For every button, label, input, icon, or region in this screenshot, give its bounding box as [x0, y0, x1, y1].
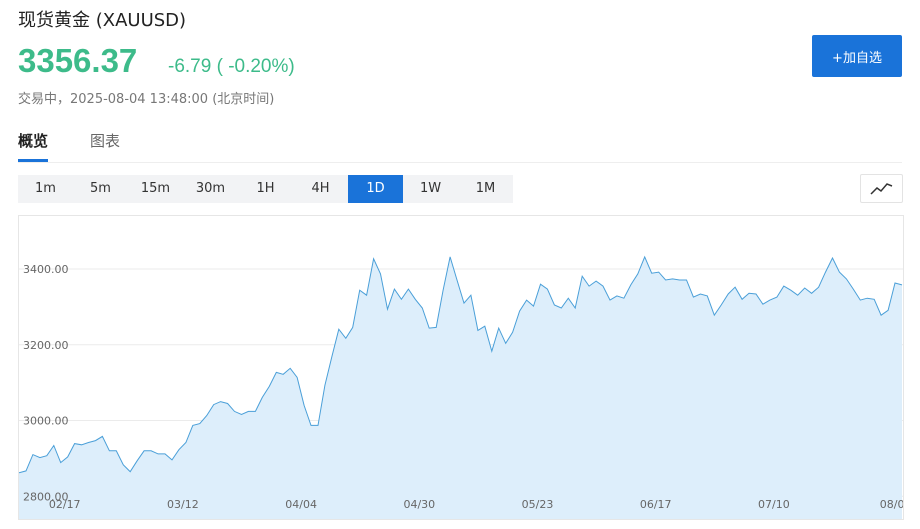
x-tick-label: 04/04 — [285, 498, 317, 511]
range-button[interactable]: 1H — [256, 181, 275, 196]
x-tick-label: 07/10 — [758, 498, 790, 511]
area-fill — [19, 256, 902, 519]
range-button[interactable]: 4H — [311, 181, 330, 196]
range-button[interactable]: 30m — [195, 181, 226, 196]
y-tick-label: 3400.00 — [23, 263, 69, 276]
add-watchlist-button[interactable]: +加自选 — [812, 35, 902, 77]
tab[interactable]: 概览 — [18, 130, 49, 162]
price-line — [19, 255, 903, 474]
range-button[interactable]: 1D — [348, 175, 403, 203]
range-button[interactable]: 1W — [419, 181, 442, 196]
chart-style-icon — [870, 183, 893, 195]
range-button[interactable]: 1M — [475, 181, 496, 196]
price-chart: 2800.00 3000.00 3200.00 3400.00 02/17 03/12 04… — [18, 215, 904, 520]
y-tick-label: 2800.00 — [23, 490, 69, 503]
x-tick-label: 03/12 — [167, 498, 199, 511]
range-selector: 1m 5m 15m 30m 1H 4H 1D 1W 1M — [18, 175, 513, 203]
x-tick-label: 06/17 — [640, 498, 672, 511]
price: 3356.37 — [18, 42, 138, 79]
range-button[interactable]: 1m — [35, 181, 56, 196]
x-tick-label: 05/23 — [522, 498, 554, 511]
range-button[interactable]: 5m — [90, 181, 111, 196]
instrument-title: 现货黄金 (XAUUSD) — [18, 10, 187, 31]
chart-style-button[interactable] — [860, 174, 903, 203]
y-tick-label: 3000.00 — [23, 415, 69, 428]
x-tick-label: 04/30 — [403, 498, 435, 511]
range-button[interactable]: 15m — [140, 181, 171, 196]
trading-status: 交易中，2025-08-04 13:48:00 (北京时间) — [18, 92, 275, 107]
tab[interactable]: 图表 — [90, 132, 121, 150]
x-tick-label: 02/17 — [49, 498, 81, 511]
x-tick-label: 08/0 — [880, 498, 904, 511]
y-tick-label: 3200.00 — [23, 339, 69, 352]
tab-bar: 概览 图表 — [18, 128, 902, 163]
price-change: -6.79 ( -0.20%) — [168, 56, 295, 77]
